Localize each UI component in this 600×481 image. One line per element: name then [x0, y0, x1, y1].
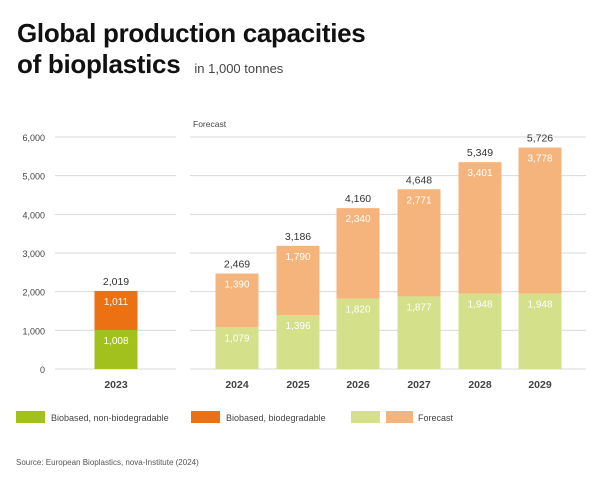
total-label: 4,160	[345, 193, 371, 205]
y-tick-label: 5,000	[22, 172, 45, 182]
bar-segment-biodegradable	[276, 245, 320, 316]
x-tick-label: 2027	[407, 379, 431, 391]
legend-swatch	[191, 411, 220, 423]
y-tick-label: 1,000	[22, 326, 45, 336]
x-tick-label: 2028	[468, 379, 492, 391]
total-label: 4,648	[406, 174, 432, 186]
bar-segment-non-biodegradable	[518, 293, 562, 369]
chart-subtitle: in 1,000 tonnes	[194, 61, 284, 76]
bar-segment-biodegradable	[336, 208, 380, 299]
legend-label: Forecast	[418, 413, 454, 423]
x-tick-label: 2023	[104, 379, 128, 391]
x-tick-label: 2025	[286, 379, 310, 391]
bar-segment-biodegradable	[458, 162, 502, 294]
data-label: 1,877	[406, 302, 431, 313]
data-label: 1,948	[527, 300, 552, 311]
bar-segment-biodegradable	[94, 290, 138, 331]
bar-segment-non-biodegradable	[276, 315, 320, 369]
legend-label: Biobased, non-biodegradable	[51, 413, 169, 423]
total-label: 2,019	[103, 276, 129, 288]
y-tick-label: 6,000	[22, 133, 45, 143]
x-tick-label: 2026	[346, 379, 370, 391]
total-label: 3,186	[285, 231, 311, 243]
bar-segment-non-biodegradable	[336, 298, 380, 369]
title-line-2: of bioplastics	[17, 49, 181, 79]
bar-segment-biodegradable	[397, 189, 441, 297]
bar-segment-biodegradable	[215, 273, 259, 328]
total-label: 5,726	[527, 133, 553, 145]
data-label: 2,771	[406, 195, 431, 206]
data-label: 2,340	[345, 214, 370, 225]
bar-segment-biodegradable	[518, 147, 562, 294]
legend-swatch	[16, 411, 45, 423]
y-tick-label: 2,000	[22, 288, 45, 298]
data-label: 3,401	[467, 168, 492, 179]
total-label: 5,349	[467, 147, 493, 159]
data-label: 1,390	[224, 280, 249, 291]
data-label: 1,396	[285, 321, 310, 332]
x-tick-label: 2029	[528, 379, 552, 391]
y-tick-label: 0	[40, 365, 45, 375]
legend-label: Biobased, biodegradable	[226, 413, 326, 423]
forecast-label: Forecast	[193, 119, 227, 129]
bar-segment-non-biodegradable	[397, 296, 441, 369]
data-label: 1,790	[285, 252, 310, 263]
data-label: 1,948	[467, 300, 492, 311]
title-line-1: Global production capacities	[17, 18, 366, 48]
data-label: 3,778	[527, 154, 552, 165]
data-label: 1,011	[104, 297, 129, 308]
chart-title: Global production capacities of bioplast…	[17, 18, 366, 84]
legend-swatch	[351, 411, 380, 423]
data-label: 1,079	[224, 333, 249, 344]
legend-swatch	[386, 411, 413, 423]
y-tick-label: 4,000	[22, 210, 45, 220]
bar-segment-non-biodegradable	[94, 330, 138, 369]
bar-segment-non-biodegradable	[458, 293, 502, 369]
data-label: 1,820	[345, 305, 370, 316]
data-label: 1,008	[103, 336, 128, 347]
bar-segment-non-biodegradable	[215, 327, 259, 369]
x-tick-label: 2024	[225, 379, 249, 391]
source-note: Source: European Bioplastics, nova-Insti…	[16, 458, 199, 467]
y-tick-label: 3,000	[22, 249, 45, 259]
total-label: 2,469	[224, 259, 250, 271]
